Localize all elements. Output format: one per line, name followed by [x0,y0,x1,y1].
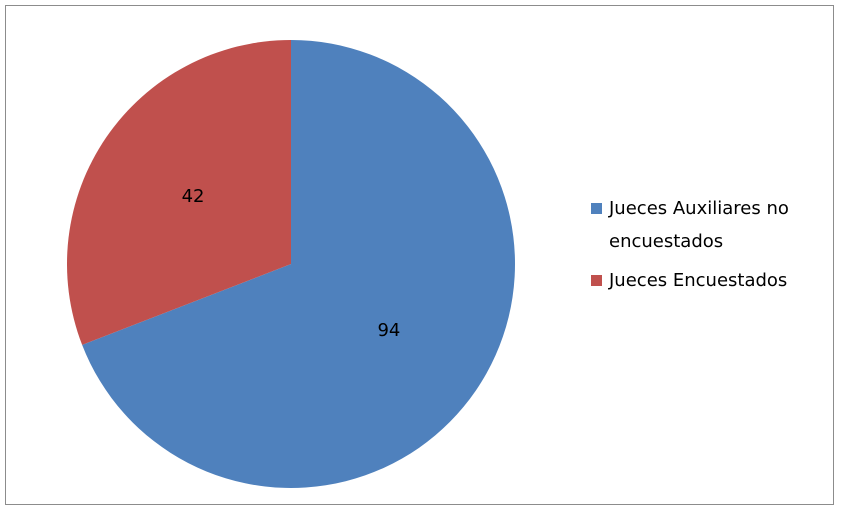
legend-swatch-jueces-auxiliares [591,203,602,214]
pie-slice-jueces-auxiliares [82,40,515,489]
legend-item-jueces-encuestados: Jueces Encuestados [591,264,831,297]
pie-slice-jueces-encuestados [66,40,292,345]
legend-label-jueces-auxiliares: Jueces Auxiliares no encuestados [609,198,789,252]
legend-item-jueces-auxiliares: Jueces Auxiliares no encuestados [591,192,831,258]
legend-label-jueces-encuestados: Jueces Encuestados [609,270,788,291]
legend: Jueces Auxiliares no encuestados Jueces … [591,192,831,303]
chart-area: 94 42 Jueces Auxiliares no encuestados Ju… [5,5,834,505]
data-label-jueces-encuestados: 42 [182,186,205,207]
pie-chart: 94 42 [66,40,515,489]
pie-slices [66,40,515,489]
pie-data-labels: 94 42 [182,186,401,341]
legend-swatch-jueces-encuestados [591,275,602,286]
data-label-jueces-auxiliares: 94 [377,320,400,341]
